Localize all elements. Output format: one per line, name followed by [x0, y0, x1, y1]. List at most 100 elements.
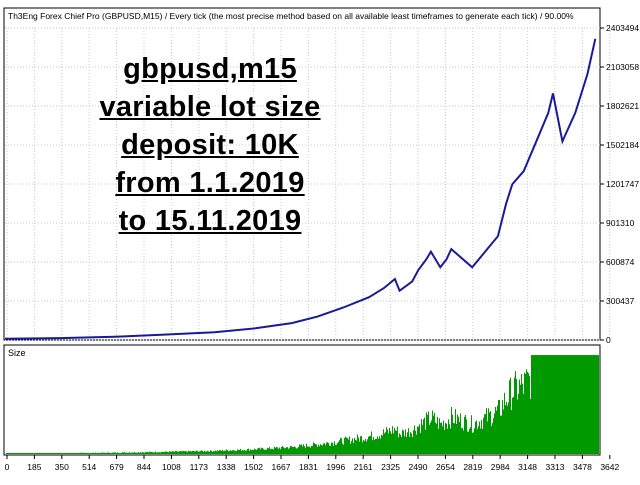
size-bar — [441, 422, 442, 454]
size-bar — [113, 452, 114, 454]
size-bar — [179, 451, 180, 454]
size-bar — [586, 355, 587, 454]
size-bar — [135, 452, 136, 454]
size-bar — [79, 452, 80, 454]
size-bar — [576, 355, 577, 454]
size-bar — [496, 410, 497, 454]
size-bar — [7, 453, 8, 454]
size-bar — [151, 451, 152, 454]
size-bar — [23, 453, 24, 454]
size-bar — [310, 447, 311, 454]
size-bar — [69, 453, 70, 454]
size-bar — [510, 377, 511, 454]
size-bar — [97, 452, 98, 454]
size-bar — [52, 453, 53, 454]
size-bar — [529, 376, 530, 454]
size-bar — [432, 410, 433, 454]
size-bar — [245, 450, 246, 454]
size-bar — [55, 453, 56, 454]
size-bar — [221, 450, 222, 454]
size-bar — [160, 452, 161, 454]
size-bar — [164, 451, 165, 454]
size-bar — [462, 427, 463, 454]
size-bar — [592, 355, 593, 454]
size-bar — [386, 427, 387, 454]
size-bar — [467, 431, 468, 454]
size-bar — [257, 448, 258, 454]
size-bar — [178, 451, 179, 454]
size-bar — [303, 444, 304, 454]
size-bar — [206, 451, 207, 454]
size-bar — [326, 442, 327, 454]
size-bar — [117, 452, 118, 454]
size-bar — [285, 448, 286, 454]
size-bar — [296, 448, 297, 454]
x-tick-label: 2819 — [463, 462, 482, 472]
size-bar — [563, 355, 564, 454]
size-bar — [497, 405, 498, 454]
size-bar — [131, 452, 132, 454]
size-bar — [233, 450, 234, 454]
size-bar — [349, 436, 350, 454]
size-bar — [433, 415, 434, 454]
size-bar — [188, 450, 189, 454]
size-bar — [31, 453, 32, 454]
x-tick-label: 1338 — [217, 462, 236, 472]
main-panel — [3, 7, 601, 341]
size-bar — [542, 355, 543, 454]
size-bar — [427, 414, 428, 454]
size-bar — [316, 444, 317, 454]
size-bar — [148, 452, 149, 454]
size-bar — [297, 448, 298, 454]
size-bar — [579, 355, 580, 454]
size-bar — [465, 414, 466, 454]
size-bar — [396, 430, 397, 454]
y-tick-label: 2103058 — [606, 62, 639, 72]
size-bar — [580, 355, 581, 454]
size-bar — [218, 451, 219, 454]
size-bar — [358, 437, 359, 454]
size-bar — [578, 355, 579, 454]
size-bar — [423, 419, 424, 454]
size-bar — [318, 444, 319, 454]
size-bar — [323, 443, 324, 454]
size-bar — [36, 453, 37, 454]
x-tick-label: 185 — [27, 462, 41, 472]
size-bar — [528, 373, 529, 454]
size-bar — [241, 450, 242, 454]
size-bar — [156, 452, 157, 454]
size-bar — [536, 355, 537, 454]
size-bar — [383, 429, 384, 454]
size-bar — [388, 433, 389, 454]
size-bar — [450, 428, 451, 454]
size-bar — [134, 452, 135, 454]
size-bar — [80, 452, 81, 454]
size-label: Size — [8, 348, 26, 358]
size-bar — [53, 453, 54, 454]
size-bar — [176, 451, 177, 454]
size-bar — [32, 453, 33, 454]
size-bar — [477, 429, 478, 454]
x-tick-label: 3478 — [573, 462, 592, 472]
size-bar — [139, 452, 140, 454]
size-bar — [231, 450, 232, 454]
size-bar — [190, 451, 191, 454]
size-bar — [384, 433, 385, 454]
size-bar — [181, 450, 182, 454]
size-bar — [166, 451, 167, 454]
size-bar — [577, 355, 578, 454]
size-bar — [385, 432, 386, 454]
size-bar — [560, 355, 561, 454]
size-bar — [524, 372, 525, 454]
size-bar — [199, 451, 200, 454]
size-bar — [228, 451, 229, 454]
size-bar — [446, 423, 447, 454]
y-tick-label: 901310 — [606, 218, 635, 228]
x-tick-label: 1502 — [244, 462, 263, 472]
size-bar — [242, 449, 243, 454]
size-bar — [143, 452, 144, 454]
size-bar — [213, 451, 214, 454]
size-bar — [523, 393, 524, 454]
size-bar — [99, 452, 100, 454]
size-bar — [132, 452, 133, 454]
